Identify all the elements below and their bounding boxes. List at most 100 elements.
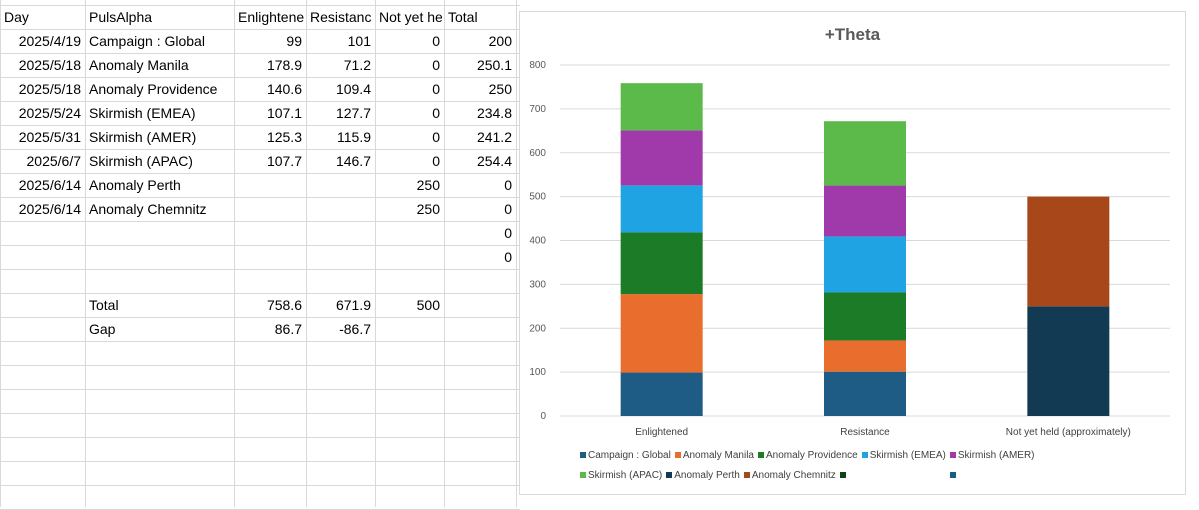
legend-item[interactable]: Anomaly Chemnitz xyxy=(743,466,836,486)
table-cell[interactable]: 2025/5/18 xyxy=(18,81,81,97)
table-cell[interactable] xyxy=(1,270,85,294)
table-cell[interactable] xyxy=(376,270,444,294)
stacked-bar-chart[interactable]: +Theta 0 100 200 300 400 500 600 700 800 Enlighte… xyxy=(519,11,1186,495)
table-cell[interactable] xyxy=(307,222,375,246)
table-cell[interactable]: 127.7 xyxy=(335,105,371,121)
table-cell[interactable]: 0 xyxy=(432,33,440,49)
table-cell[interactable]: Campaign : Global xyxy=(89,33,205,49)
bar-segment-anomaly-providence-0[interactable] xyxy=(620,232,703,295)
table-cell[interactable] xyxy=(307,174,375,198)
column-header[interactable]: Day xyxy=(4,9,29,25)
table-cell[interactable]: 254.4 xyxy=(476,153,512,169)
table-cell[interactable]: 125.3 xyxy=(266,129,302,145)
table-cell[interactable]: 107.7 xyxy=(266,153,302,169)
table-cell[interactable]: 2025/6/14 xyxy=(18,177,81,193)
column-header[interactable]: Not yet he xyxy=(379,9,443,25)
bar-segment-campaign-global-1[interactable] xyxy=(824,371,906,416)
legend-item[interactable]: Skirmish (APAC) xyxy=(580,466,662,486)
table-cell[interactable] xyxy=(376,222,444,246)
table-cell[interactable]: 2025/5/18 xyxy=(18,57,81,73)
table-cell[interactable]: 0 xyxy=(432,129,440,145)
table-cell[interactable]: 109.4 xyxy=(335,81,371,97)
table-cell[interactable]: 2025/4/19 xyxy=(18,33,81,49)
bar-segment-skirmish-amer--0[interactable] xyxy=(620,130,703,186)
bar-segment-anomaly-chemnitz-2[interactable] xyxy=(1027,196,1110,307)
table-cell[interactable] xyxy=(307,198,375,222)
bar-segment-anomaly-perth-2[interactable] xyxy=(1027,306,1110,416)
table-cell[interactable]: -86.7 xyxy=(339,321,371,337)
table-cell[interactable]: Anomaly Perth xyxy=(89,177,181,193)
legend-item[interactable] xyxy=(839,466,848,486)
table-cell[interactable] xyxy=(235,270,306,294)
bar-segment-anomaly-manila-0[interactable] xyxy=(620,294,703,373)
table-cell[interactable]: 0 xyxy=(504,201,512,217)
table-cell[interactable]: Skirmish (EMEA) xyxy=(89,105,196,121)
table-cell[interactable] xyxy=(86,270,234,294)
bar-segment-campaign-global-0[interactable] xyxy=(620,372,703,416)
table-cell[interactable] xyxy=(307,246,375,270)
table-cell[interactable]: 115.9 xyxy=(337,129,371,145)
table-cell[interactable]: 86.7 xyxy=(274,321,302,337)
table-cell[interactable] xyxy=(1,222,85,246)
table-cell[interactable]: 250.1 xyxy=(476,57,512,73)
bar-segment-anomaly-providence-1[interactable] xyxy=(824,292,906,341)
table-cell[interactable] xyxy=(86,246,234,270)
table-cell[interactable] xyxy=(445,294,516,318)
legend-item[interactable] xyxy=(949,466,958,486)
table-cell[interactable]: 99 xyxy=(286,33,302,49)
table-cell[interactable]: 0 xyxy=(504,177,512,193)
column-header[interactable]: Resistanc xyxy=(310,9,372,25)
table-cell[interactable]: Anomaly Manila xyxy=(89,57,189,73)
table-cell[interactable] xyxy=(307,270,375,294)
column-header[interactable]: PulsAlpha xyxy=(89,9,153,25)
bar-segment-skirmish-apac--1[interactable] xyxy=(824,121,906,186)
table-cell[interactable]: Gap xyxy=(89,321,116,337)
table-cell[interactable] xyxy=(445,318,516,342)
table-cell[interactable] xyxy=(376,318,444,342)
table-cell[interactable] xyxy=(1,318,85,342)
table-cell[interactable]: 0 xyxy=(504,225,512,241)
table-cell[interactable]: 107.1 xyxy=(266,105,302,121)
table-cell[interactable] xyxy=(235,222,306,246)
table-cell[interactable]: 250 xyxy=(416,177,440,193)
table-cell[interactable]: 0 xyxy=(432,57,440,73)
column-header[interactable]: Enlightene xyxy=(238,9,305,25)
table-cell[interactable]: 500 xyxy=(416,297,440,313)
legend-item[interactable]: Anomaly Perth xyxy=(666,466,740,486)
table-cell[interactable]: 2025/5/24 xyxy=(18,105,81,121)
table-cell[interactable] xyxy=(1,246,85,270)
table-cell[interactable] xyxy=(445,270,516,294)
table-cell[interactable]: 0 xyxy=(432,105,440,121)
legend-item[interactable]: Skirmish (EMEA) xyxy=(861,446,946,466)
table-cell[interactable]: 146.7 xyxy=(335,153,371,169)
legend-item[interactable]: Anomaly Providence xyxy=(757,446,858,466)
table-cell[interactable]: Total xyxy=(89,297,119,313)
bar-segment-skirmish-apac--0[interactable] xyxy=(620,83,703,131)
table-cell[interactable]: 0 xyxy=(432,81,440,97)
table-cell[interactable]: Anomaly Chemnitz xyxy=(89,201,207,217)
column-header[interactable]: Total xyxy=(448,9,478,25)
table-cell[interactable]: 2025/6/14 xyxy=(18,201,81,217)
table-cell[interactable]: 2025/6/7 xyxy=(26,153,82,169)
table-cell[interactable]: 178.9 xyxy=(266,57,302,73)
table-cell[interactable]: 758.6 xyxy=(266,297,302,313)
table-cell[interactable] xyxy=(1,294,85,318)
table-cell[interactable] xyxy=(235,198,306,222)
table-cell[interactable] xyxy=(86,222,234,246)
table-cell[interactable]: Skirmish (APAC) xyxy=(89,153,193,169)
bar-segment-anomaly-manila-1[interactable] xyxy=(824,340,906,372)
table-cell[interactable]: 200 xyxy=(488,33,512,49)
bar-segment-skirmish-emea--0[interactable] xyxy=(620,185,703,233)
table-cell[interactable]: 0 xyxy=(504,249,512,265)
table-cell[interactable]: 101 xyxy=(347,33,371,49)
table-cell[interactable]: 250 xyxy=(488,81,512,97)
table-cell[interactable]: 2025/5/31 xyxy=(18,129,81,145)
table-cell[interactable]: 671.9 xyxy=(335,297,371,313)
table-cell[interactable]: 234.8 xyxy=(476,105,512,121)
table-cell[interactable]: Anomaly Providence xyxy=(89,81,218,97)
legend-item[interactable]: Campaign : Global xyxy=(580,446,671,466)
table-cell[interactable] xyxy=(235,246,306,270)
bar-segment-skirmish-amer--1[interactable] xyxy=(824,185,906,237)
legend-item[interactable]: Anomaly Manila xyxy=(674,446,754,466)
table-cell[interactable]: 0 xyxy=(432,153,440,169)
